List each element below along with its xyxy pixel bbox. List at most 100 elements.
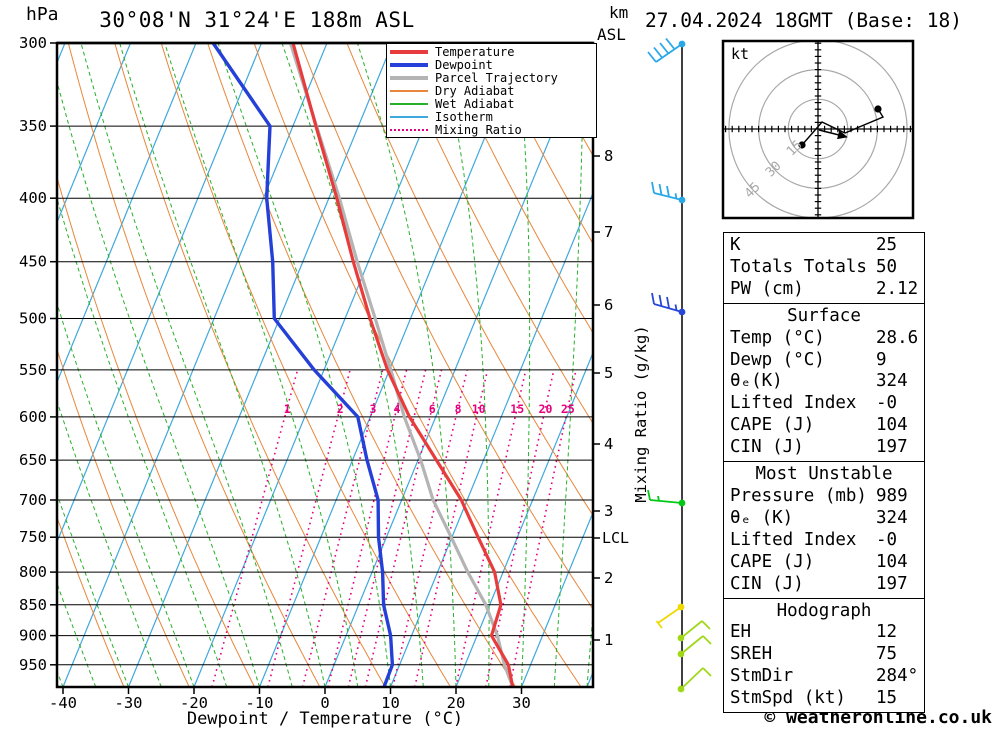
mixing-ratio-line — [327, 369, 408, 687]
legend-label: Temperature — [435, 45, 515, 60]
wind-barb-feather — [658, 294, 663, 307]
isotherm-line — [520, 511, 593, 687]
mixing-ratio-value-label: 8 — [455, 402, 462, 416]
table-row-value: 2.12 — [876, 278, 919, 299]
dry-adiabat-lines — [57, 43, 593, 687]
mixing-ratio-line — [211, 369, 299, 687]
wet-adiabat-lines — [57, 43, 593, 687]
altitude-tick-label: 4 — [604, 435, 613, 453]
wind-barb-station-dot — [678, 196, 686, 204]
legend-item: Temperature — [390, 45, 596, 60]
dry-adiabat-line — [160, 43, 451, 687]
wind-barb-feather — [651, 292, 655, 305]
pressure-tick-label: 700 — [19, 491, 47, 509]
altitude-tick-label: 3 — [604, 502, 613, 520]
pressure-tick-label: 550 — [19, 361, 47, 379]
chart-legend: Temperature Dewpoint Parcel Trajectory Dry … — [386, 43, 597, 139]
dry-adiabat-line — [300, 43, 593, 610]
temperature-axis: -40 -30 -20 -10 0 10 20 30 — [49, 687, 531, 712]
wind-barb — [651, 181, 686, 204]
mixing-ratio-labels: 1 2 3 4 6 8 10 15 20 25 — [284, 402, 575, 416]
indices-tables: K 25 Totals Totals 50 PW (cm) 2.12 Surface Temp… — [723, 232, 925, 714]
indices-table-section: Surface Temp (°C) 28.6 Dewp (°C) 9 θₑ(K) 324 Li… — [723, 302, 925, 463]
pressure-tick-label: 450 — [19, 253, 47, 271]
table-row-value: 28.6 — [876, 327, 919, 348]
table-row: StmDir 284° — [724, 666, 924, 688]
table-row-label: K — [730, 235, 741, 255]
wet-adiabat-line — [57, 492, 129, 687]
wind-barb-feather — [655, 620, 663, 629]
wind-barb — [677, 635, 712, 658]
legend-line-sample — [390, 76, 428, 81]
table-row-value: 197 — [876, 573, 908, 594]
wet-adiabat-line — [57, 399, 162, 687]
table-row-label: Lifted Index — [730, 393, 857, 414]
isotherm-line — [389, 191, 593, 687]
legend-label: Parcel Trajectory — [435, 71, 558, 86]
table-row-label: PW (cm) — [730, 278, 804, 299]
table-row: Pressure (mb) 989 — [724, 486, 924, 508]
pressure-tick-label: 400 — [19, 189, 47, 207]
dry-adiabat-line — [346, 43, 593, 517]
table-row-label: CAPE (J) — [730, 415, 815, 436]
wind-barb-feather — [702, 667, 712, 677]
pressure-tick-label: 650 — [19, 451, 47, 469]
dry-adiabat-line — [57, 175, 256, 687]
wind-barb — [647, 37, 686, 63]
mixing-ratio-line — [267, 369, 351, 687]
isotherm-line — [455, 351, 593, 687]
table-row-label: Temp (°C) — [730, 327, 825, 348]
temperature-axis-label: Dewpoint / Temperature (°C) — [186, 709, 464, 729]
temperature-tick-label: -40 — [49, 694, 77, 712]
dry-adiabat-line — [392, 43, 593, 425]
mixing-ratio-value-label: 3 — [369, 402, 376, 416]
legend-item: Parcel Trajectory — [390, 71, 596, 86]
table-row: CIN (J) 197 — [724, 437, 924, 459]
isotherm-line — [62, 43, 328, 687]
table-section-title: Hodograph — [776, 600, 872, 621]
hodograph-border — [721, 39, 915, 220]
wind-barb-feather — [658, 183, 663, 196]
mixing-ratio-line — [485, 369, 555, 687]
datetime-title: 27.04.2024 18GMT (Base: 18) — [645, 9, 962, 32]
legend-label: Isotherm — [435, 109, 493, 124]
wet-adiabat-line — [217, 43, 391, 687]
table-row: CIN (J) 197 — [724, 574, 924, 596]
station-title: 30°08'N 31°24'E 188m ASL — [99, 8, 415, 32]
dry-adiabat-line — [485, 43, 593, 245]
table-row-value: 324 — [876, 507, 908, 528]
table-row: θₑ(K) 324 — [724, 371, 924, 393]
isotherm-line — [57, 43, 132, 224]
temperature-tick-label: 30 — [512, 694, 531, 712]
temperature-tick-label: -30 — [115, 694, 143, 712]
pressure-tick-label: 900 — [19, 627, 47, 645]
pressure-axis-unit-label: hPa — [26, 4, 59, 25]
legend-line-sample — [390, 50, 428, 55]
wind-barb — [677, 667, 712, 693]
altitude-tick-label: 8 — [604, 147, 613, 165]
table-row-label: StmSpd (kt) — [730, 688, 846, 709]
wet-adiabat-line — [164, 43, 359, 687]
table-row: Lifted Index -0 — [724, 530, 924, 552]
wet-adiabat-line — [438, 43, 490, 687]
mixing-ratio-line — [347, 369, 427, 687]
table-row-value: 12 — [876, 622, 898, 643]
table-row-value: -0 — [876, 393, 898, 414]
table-row-value: -0 — [876, 529, 898, 550]
table-row-label: Lifted Index — [730, 529, 857, 550]
pressure-tick-label: 500 — [19, 310, 47, 328]
mixing-ratio-line — [301, 369, 384, 687]
temperature-tick-label: 0 — [320, 694, 329, 712]
isotherm-line — [324, 43, 590, 687]
pressure-tick-label: 350 — [19, 117, 47, 135]
wind-barb-shaft — [655, 43, 683, 63]
mixing-ratio-value-label: 6 — [429, 402, 436, 416]
table-row: PW (cm) 2.12 — [724, 279, 924, 301]
mixing-ratio-value-label: 20 — [539, 402, 553, 416]
table-row: Totals Totals 50 — [724, 257, 924, 279]
wind-barb-shaft — [657, 606, 682, 624]
isotherm-line — [57, 43, 263, 544]
pressure-tick-label: 750 — [19, 528, 47, 546]
wind-barb — [677, 620, 711, 642]
